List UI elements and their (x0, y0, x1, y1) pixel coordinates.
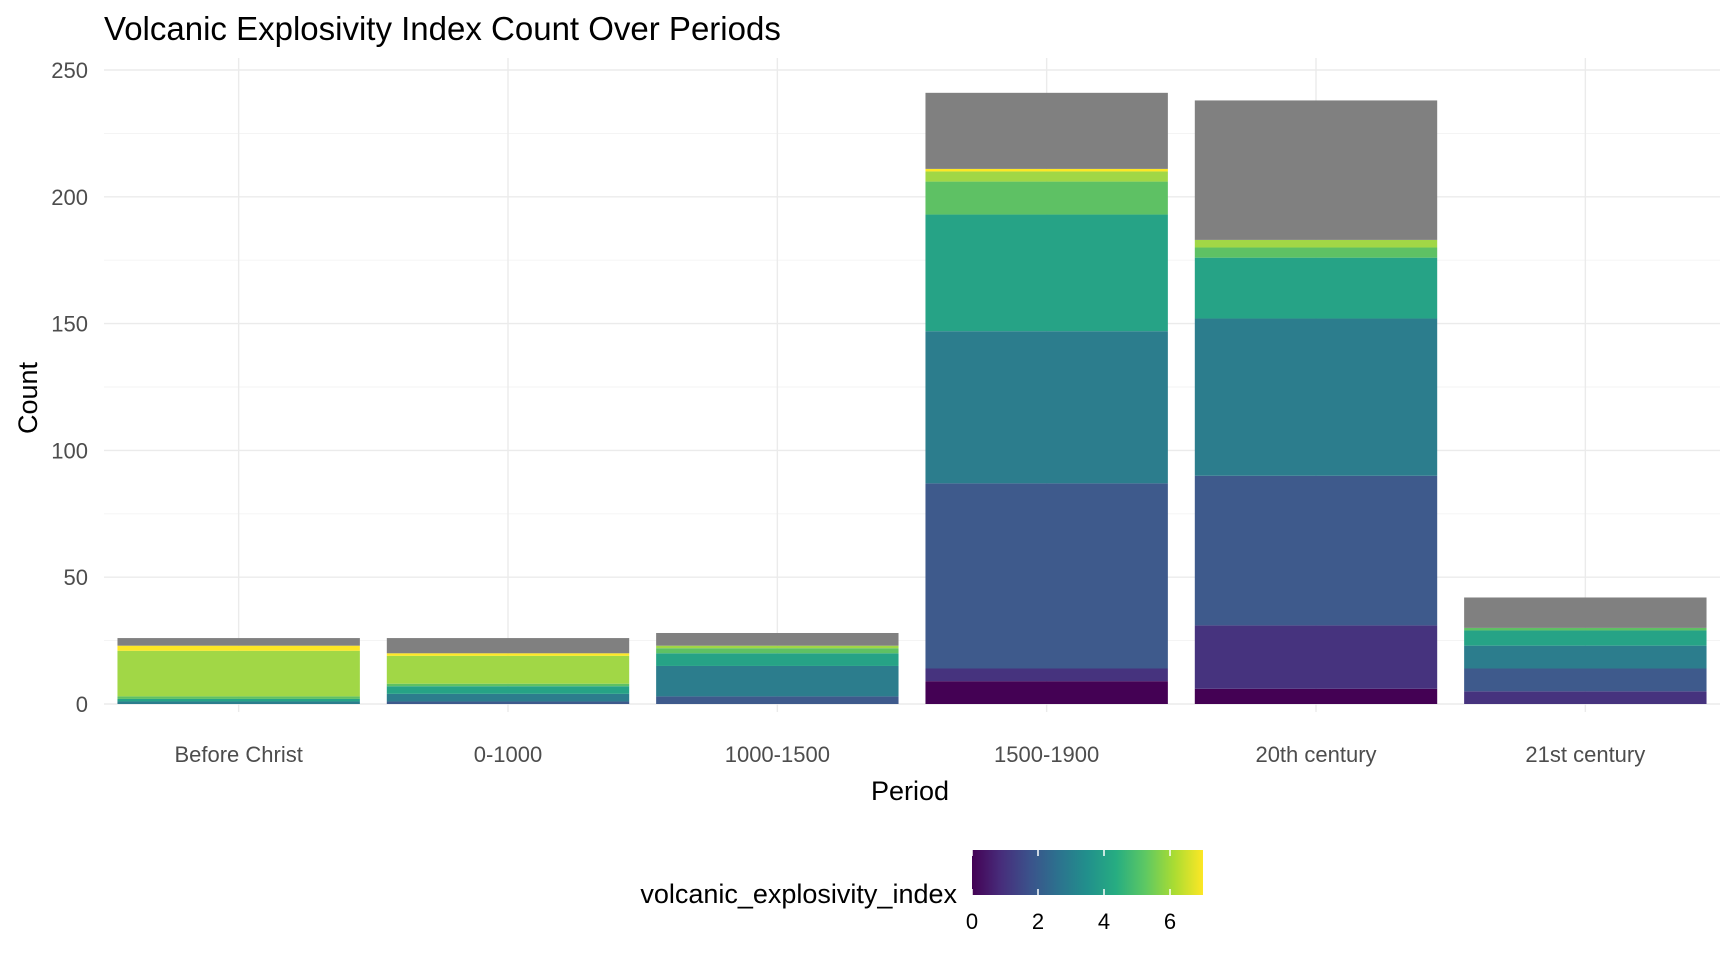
y-tick-label: 200 (51, 185, 88, 210)
x-tick-label: 1500-1900 (994, 742, 1099, 767)
y-tick-label: 100 (51, 438, 88, 463)
bar-segment (656, 648, 899, 654)
x-tick-label: 20th century (1255, 742, 1376, 767)
bar-segment (386, 701, 630, 704)
bar-segment (925, 331, 1168, 484)
x-tick-label: Before Christ (174, 742, 302, 767)
bar-segment (925, 181, 1168, 215)
bar-segment (386, 653, 630, 656)
legend-tick-label: 4 (1098, 909, 1110, 934)
bar-segment (656, 665, 899, 697)
bar-segment (925, 168, 1168, 172)
bar-segment (386, 683, 630, 687)
color-legend: volcanic_explosivity_index 0 2 4 6 (640, 850, 1203, 934)
bar-segment (1194, 318, 1438, 476)
x-tick-label: 0-1000 (474, 742, 543, 767)
bar-segment (1464, 691, 1707, 704)
y-axis-ticks: 0 50 100 150 200 250 (51, 58, 88, 717)
x-tick-label: 21st century (1525, 742, 1645, 767)
bar-segment (117, 696, 360, 699)
bar-segment (1464, 627, 1707, 631)
bar-segment (1194, 625, 1438, 689)
x-axis-title: Period (871, 776, 949, 806)
y-axis-title: Count (13, 361, 43, 434)
bar-segment (656, 696, 899, 704)
y-tick-label: 150 (51, 312, 88, 337)
bar-segment (386, 686, 630, 694)
x-axis-ticks: Before Christ 0-1000 1000-1500 1500-1900 20t… (174, 742, 1645, 767)
bar-segment (656, 653, 899, 666)
bar-segment (117, 650, 360, 697)
legend-tick-label: 2 (1032, 909, 1044, 934)
bar-segment (925, 483, 1168, 669)
legend-ticks: 0 2 4 6 (966, 850, 1176, 934)
bar-segment (1464, 630, 1707, 646)
bar-segment (117, 701, 360, 704)
bar-segment (1194, 475, 1438, 626)
bar-segment (656, 645, 899, 649)
bar-segment (1194, 688, 1438, 704)
bar-segment (1194, 239, 1438, 248)
bar-segment (925, 171, 1168, 182)
bar-segment (1464, 597, 1707, 628)
bar-segment (925, 681, 1168, 704)
bar-segment (925, 668, 1168, 682)
bar-segment (1194, 257, 1438, 319)
bar-segment (925, 92, 1168, 169)
chart-title: Volcanic Explosivity Index Count Over Pe… (104, 10, 781, 47)
bar-segment (117, 698, 360, 702)
legend-colorbar (972, 850, 1203, 895)
bar-segment (1464, 645, 1707, 669)
bar-segment (386, 693, 630, 702)
bar-segment (117, 645, 360, 651)
legend-title: volcanic_explosivity_index (640, 879, 957, 909)
legend-tick-label: 6 (1164, 909, 1176, 934)
bar-segment (925, 214, 1168, 332)
y-tick-label: 50 (64, 565, 88, 590)
y-tick-label: 250 (51, 58, 88, 83)
gridlines (104, 58, 1720, 712)
bar-segment (386, 655, 630, 684)
bar-segment (656, 632, 899, 646)
bar-segment (386, 638, 630, 654)
bar-segment (1194, 247, 1438, 258)
bar-segment (117, 638, 360, 646)
y-tick-label: 0 (76, 692, 88, 717)
x-tick-label: 1000-1500 (725, 742, 830, 767)
bar-segment (1464, 668, 1707, 692)
bars (117, 92, 1707, 704)
bar-segment (1194, 100, 1438, 240)
legend-tick-label: 0 (966, 909, 978, 934)
